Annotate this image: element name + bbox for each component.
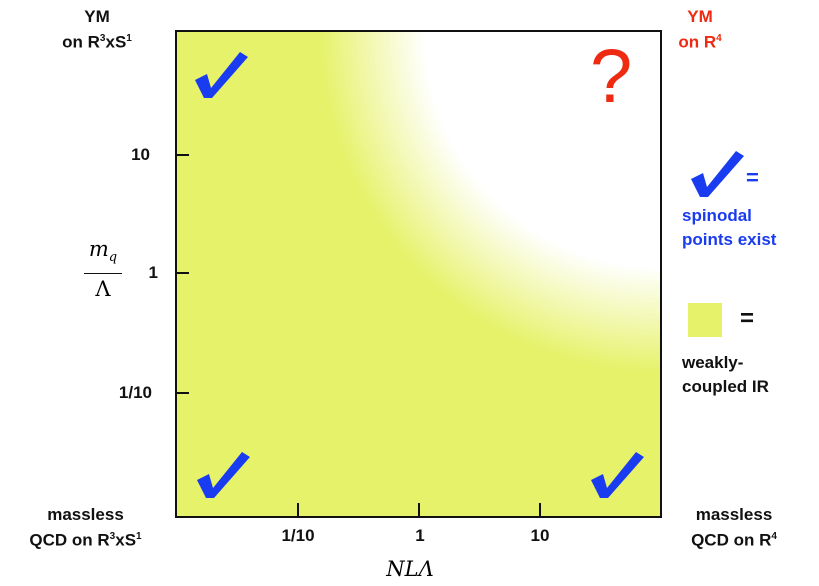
- y-tick-label-10: 10: [131, 145, 150, 164]
- y-label-m: m: [88, 237, 109, 261]
- corner-top-left-sup2: 1: [126, 33, 132, 44]
- corner-label-bottom-right: massless QCD on R4: [664, 504, 804, 552]
- legend-check: = spinodal points exist: [680, 145, 815, 265]
- legend-check-text-line1: spinodal: [682, 206, 752, 225]
- corner-bottom-right-text: QCD on R: [691, 530, 772, 550]
- corner-top-right-sup: 4: [716, 33, 722, 44]
- corner-bottom-left-text: QCD on R: [29, 530, 110, 550]
- y-axis-label-numerator: mq: [80, 237, 126, 270]
- y-tick-mark-1-10: [175, 392, 189, 394]
- check-icon-bottom-right: [591, 452, 644, 498]
- corner-bottom-right-sup: 4: [771, 531, 777, 542]
- corner-top-right-line2: on R4: [670, 28, 730, 54]
- y-tick-label-1: 1: [148, 263, 158, 282]
- check-icon-top-left: [195, 52, 248, 98]
- legend-swatch-color: [688, 303, 722, 337]
- y-tick-label-1-10: 1/10: [118, 383, 152, 402]
- corner-bottom-right-line2: QCD on R4: [664, 526, 804, 552]
- question-mark: ?: [590, 34, 633, 119]
- plot-area: ?: [175, 30, 662, 518]
- corner-label-top-left: YM on R3xS1: [42, 6, 152, 54]
- legend-swatch: = weakly- coupled IR: [680, 300, 815, 400]
- corner-bottom-left-mid: xS: [115, 530, 137, 550]
- corner-top-right-text: on R: [678, 32, 717, 52]
- legend-check-text-line2: points exist: [682, 230, 777, 249]
- fraction-bar: [84, 273, 122, 275]
- corner-label-bottom-left: massless QCD on R3xS1: [3, 504, 168, 552]
- y-label-sub: q: [108, 250, 118, 266]
- legend-swatch-text-line1: weakly-: [682, 353, 744, 372]
- x-tick-mark-1-10: [297, 503, 299, 517]
- x-axis-label: NLΛ: [386, 557, 434, 581]
- corner-top-left-line2: on R3xS1: [42, 28, 152, 54]
- corner-bottom-left-sup: 3: [109, 531, 116, 542]
- corner-bottom-left-line2: QCD on R3xS1: [3, 526, 168, 552]
- x-tick-mark-1: [418, 503, 420, 517]
- corner-top-left-mid: xS: [105, 32, 127, 52]
- corner-bottom-right-line1: massless: [695, 505, 773, 524]
- y-tick-mark-1: [175, 272, 189, 274]
- corner-label-top-right: YM on R4: [670, 6, 730, 54]
- x-tick-label-10: 10: [530, 526, 550, 545]
- corner-top-left-text: on R: [62, 32, 100, 52]
- y-axis-label: mq Λ: [80, 237, 126, 301]
- corner-top-left-line1: YM: [84, 7, 110, 26]
- x-tick-label-1-10: 1/10: [281, 526, 315, 545]
- corner-top-right-line1: YM: [687, 7, 713, 26]
- check-icon-bottom-left: [197, 452, 250, 498]
- corner-bottom-left-sup2: 1: [136, 531, 142, 542]
- x-tick-mark-10: [539, 503, 541, 517]
- legend-check-icon: [691, 151, 744, 197]
- legend-check-equals: =: [746, 165, 759, 190]
- y-tick-mark-10: [175, 154, 189, 156]
- legend-swatch-text-line2: coupled IR: [682, 377, 769, 396]
- corner-bottom-left-line1: massless: [47, 505, 124, 524]
- legend-swatch-equals: =: [740, 305, 755, 332]
- y-axis-label-denominator: Λ: [95, 277, 111, 302]
- corner-top-left-sup: 3: [99, 33, 106, 44]
- x-tick-label-1: 1: [415, 526, 425, 545]
